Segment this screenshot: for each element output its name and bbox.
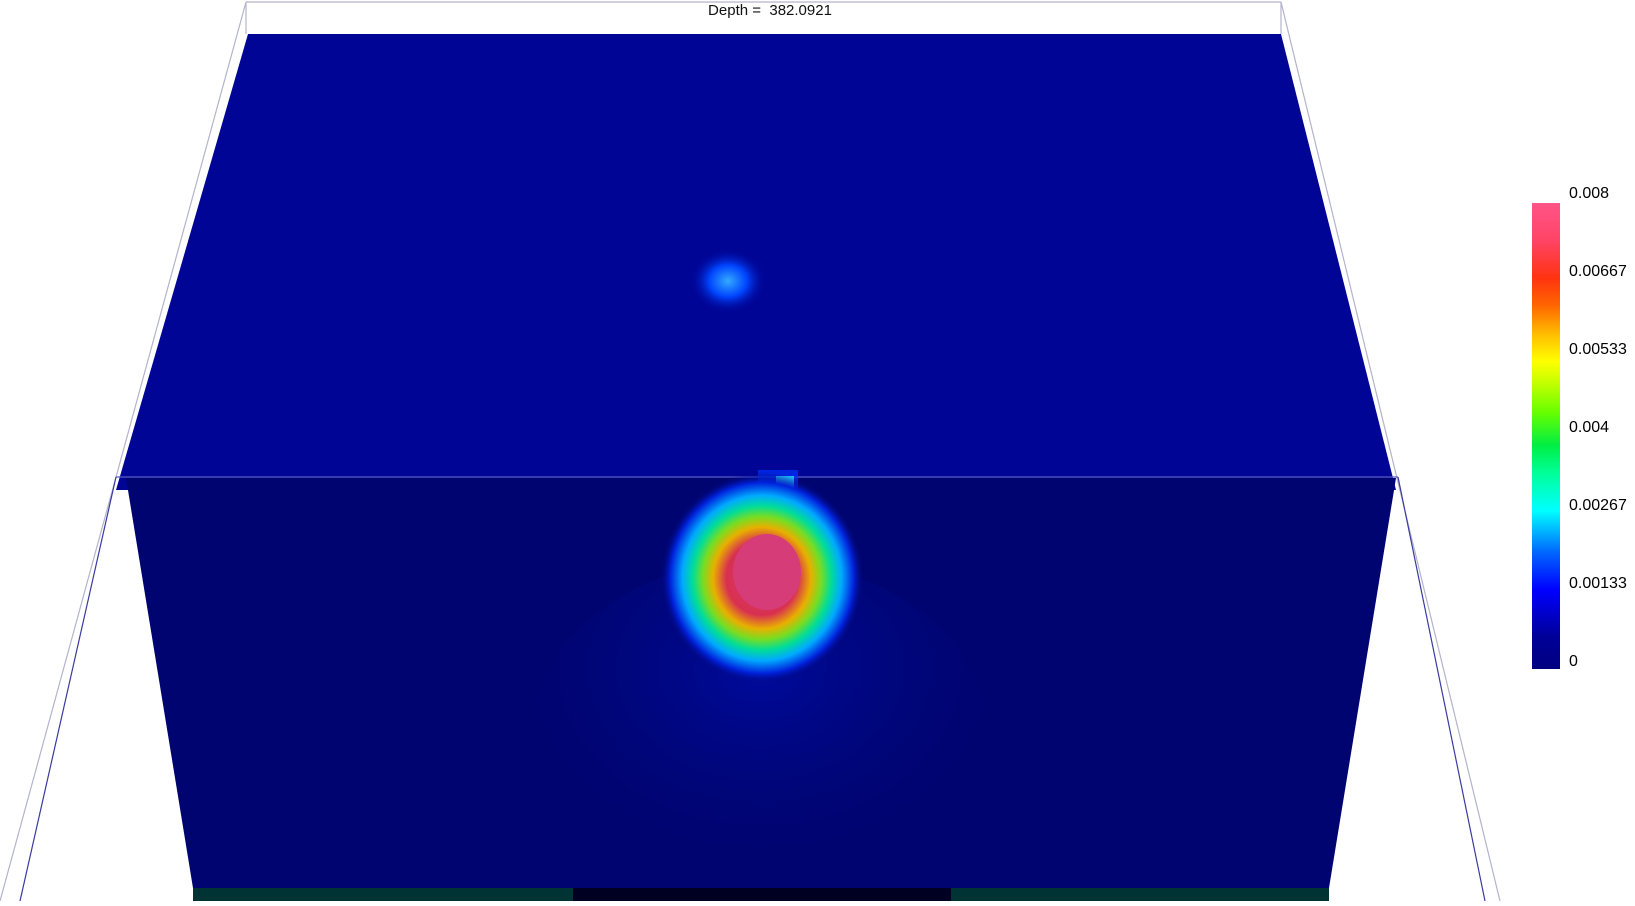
bottom-strip-middle (573, 888, 951, 901)
depth-label: Depth = (708, 2, 762, 19)
colorbar-tick-label: 0 (1569, 653, 1578, 670)
bounding-frame (0, 1, 1501, 902)
colorbar (1532, 203, 1560, 669)
bottom-strip-left (193, 888, 573, 901)
depth-title: Depth = 382.0921 (0, 2, 1540, 19)
depth-value: 382.0921 (769, 2, 832, 19)
colorbar-tick-label: 0.004 (1569, 419, 1610, 436)
bottom-strip-right (951, 888, 1329, 901)
colorbar-tick-label: 0.00667 (1569, 263, 1627, 280)
small-anomaly (690, 249, 766, 313)
colorbar-tick-label: 0.00533 (1569, 341, 1627, 358)
plume-glow (530, 560, 990, 906)
front-left-edge (19, 476, 117, 902)
colorbar-tick-label: 0.008 (1569, 185, 1610, 202)
main-anomaly-core (733, 534, 801, 610)
front-right-edge (1397, 476, 1486, 902)
colorbar-tick-label: 0.00267 (1569, 497, 1627, 514)
colorbar-tick-label: 0.00133 (1569, 575, 1627, 592)
